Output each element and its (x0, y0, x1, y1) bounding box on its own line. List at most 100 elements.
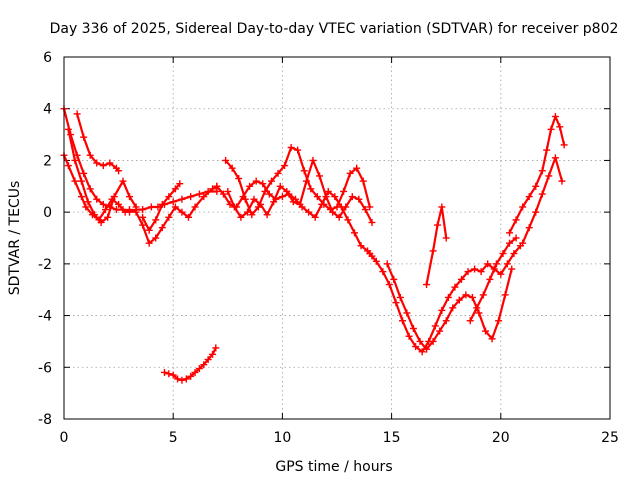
data-point (543, 146, 551, 154)
data-point (379, 268, 387, 276)
data-point (289, 198, 297, 206)
data-point (499, 250, 507, 258)
data-point (182, 375, 190, 383)
data-point (222, 156, 230, 164)
data-point (423, 281, 431, 289)
data-point (495, 317, 503, 325)
data-point (322, 193, 330, 201)
data-point (237, 213, 245, 221)
data-point (538, 167, 546, 175)
data-point (466, 317, 474, 325)
data-point (442, 317, 450, 325)
data-point (110, 193, 118, 201)
data-point (486, 275, 494, 283)
data-point (169, 371, 177, 379)
data-point (506, 239, 514, 247)
data-point (241, 195, 249, 203)
axis-ticks (63, 56, 611, 420)
data-point (160, 368, 168, 376)
series-arc-3 (73, 110, 123, 175)
data-point (423, 345, 431, 353)
y-tick-label: 2 (43, 153, 52, 169)
data-point (121, 208, 129, 216)
data-point (512, 234, 520, 242)
y-axis-label: SDTVAR / TECUs (7, 181, 23, 296)
data-point (451, 283, 459, 291)
y-tick-label: -8 (38, 412, 52, 428)
data-point (274, 169, 282, 177)
data-point (104, 213, 112, 221)
data-point (300, 167, 308, 175)
data-point (503, 260, 511, 268)
data-point (224, 187, 232, 195)
data-point (248, 211, 256, 219)
x-axis-label: GPS time / hours (275, 459, 392, 475)
data-point (294, 146, 302, 154)
data-point (348, 193, 356, 201)
x-tick-label: 25 (601, 430, 619, 446)
data-point (492, 260, 500, 268)
data-point (99, 200, 107, 208)
chart-title: Day 336 of 2025, Sidereal Day-to-day VTE… (50, 21, 619, 37)
data-point (324, 187, 332, 195)
grid (64, 57, 610, 419)
data-point (558, 177, 566, 185)
plot-frame (63, 56, 611, 420)
data-point (200, 361, 208, 369)
data-point (333, 203, 341, 211)
data-point (191, 368, 199, 376)
data-point (433, 221, 441, 229)
data-point (204, 356, 212, 364)
data-point (278, 193, 286, 201)
data-point (438, 306, 446, 314)
data-point (101, 206, 109, 214)
series-arc-7 (213, 177, 376, 260)
data-point (464, 268, 472, 276)
data-point (551, 112, 559, 120)
data-point (390, 275, 398, 283)
data-point (484, 260, 492, 268)
series-line (76, 112, 120, 172)
data-point (106, 159, 114, 167)
data-point (115, 167, 123, 175)
data-point (313, 193, 321, 201)
data-point (276, 182, 284, 190)
data-point (457, 275, 465, 283)
series-line (508, 115, 566, 234)
y-tick-label: -2 (38, 257, 52, 273)
data-point (473, 304, 481, 312)
series-line (386, 262, 513, 351)
data-point (385, 281, 393, 289)
data-point (442, 234, 450, 242)
data-point (418, 348, 426, 356)
x-tick-label: 10 (273, 430, 291, 446)
data-point (77, 177, 85, 185)
data-point (139, 221, 147, 229)
data-point (335, 213, 343, 221)
data-point (431, 322, 439, 330)
data-point (359, 177, 367, 185)
data-point (209, 350, 217, 358)
data-point (302, 177, 310, 185)
data-point (519, 203, 527, 211)
y-tick-label: 0 (43, 205, 52, 221)
series-arc-5 (139, 180, 184, 234)
data-point (320, 200, 328, 208)
data-point (482, 327, 490, 335)
data-point (468, 293, 476, 301)
y-tick-label: 4 (43, 102, 52, 118)
data-point (99, 162, 107, 170)
data-point (412, 343, 420, 351)
data-point (93, 159, 101, 167)
data-point (97, 218, 105, 226)
data-point (80, 133, 88, 141)
data-point (383, 260, 391, 268)
data-point (73, 110, 81, 118)
data-point (145, 239, 153, 247)
data-point (235, 175, 243, 183)
data-point (392, 299, 400, 307)
data-point (80, 169, 88, 177)
series-arc-14 (506, 112, 568, 237)
data-point (547, 125, 555, 133)
